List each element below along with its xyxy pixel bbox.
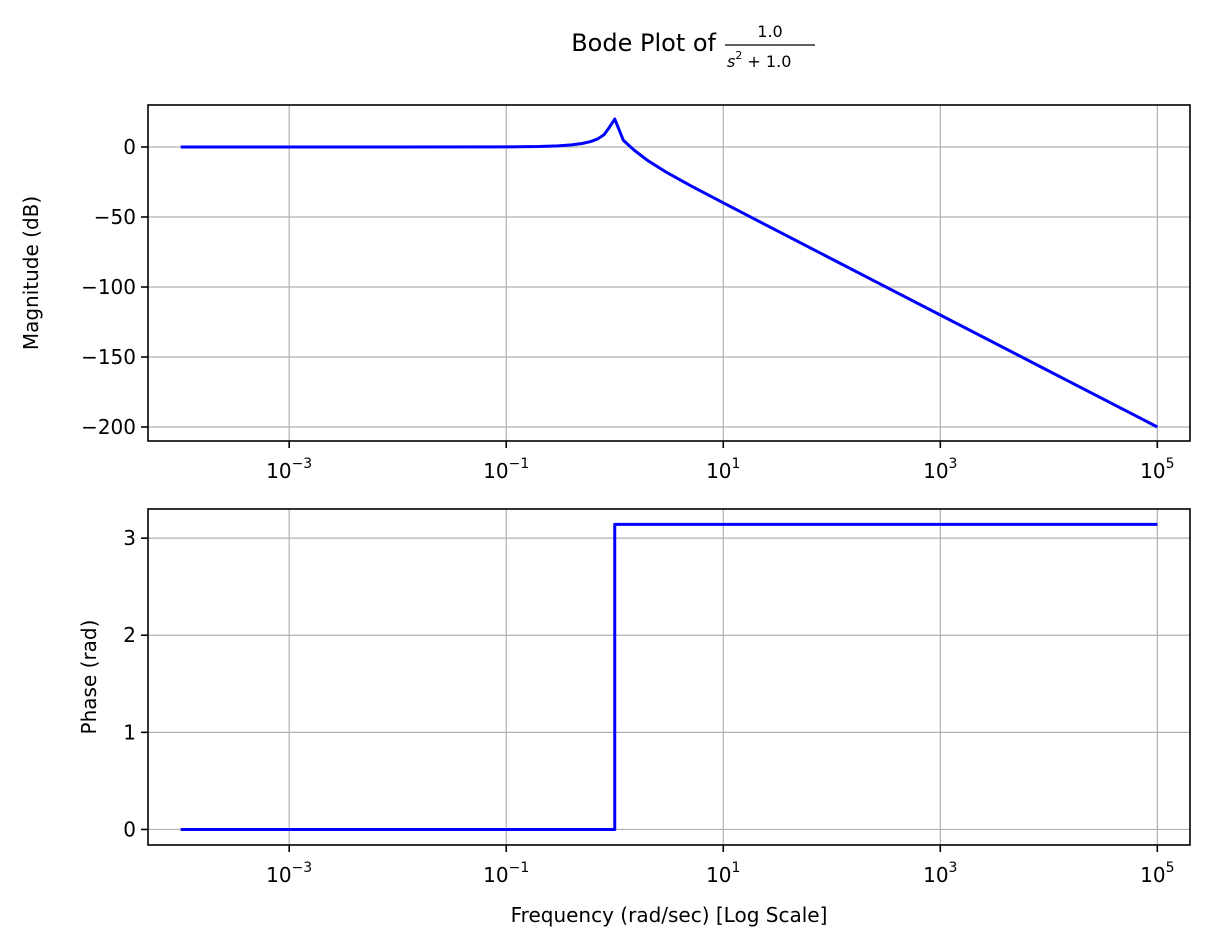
x-tick-label: 10−3 xyxy=(266,860,312,887)
y-tick-label: 0 xyxy=(123,817,136,841)
title-denominator-power: 2 xyxy=(735,49,742,62)
x-tick-label: 103 xyxy=(923,456,957,483)
title-numerator: 1.0 xyxy=(757,22,782,41)
title-denominator-rest: + 1.0 xyxy=(742,52,791,71)
x-axis-label: Frequency (rad/sec) [Log Scale] xyxy=(511,903,828,927)
plot-area xyxy=(148,105,1190,441)
x-tick-label: 101 xyxy=(706,456,740,483)
plot-frame xyxy=(147,508,1191,846)
x-tick-label: 105 xyxy=(1140,860,1174,887)
title-denominator: s2 + 1.0 xyxy=(727,49,791,71)
title-denominator-var: s xyxy=(727,52,735,71)
y-tick-label: −150 xyxy=(81,345,136,369)
y-tick-label: 3 xyxy=(123,526,136,550)
plot-frame xyxy=(147,104,1191,442)
y-tick-label: −200 xyxy=(81,415,136,439)
magnitude-series-line xyxy=(180,117,1159,429)
x-tick-label: 10−1 xyxy=(483,456,529,483)
plot-area xyxy=(148,509,1190,845)
x-tick-label: 103 xyxy=(923,860,957,887)
x-tick-label: 10−1 xyxy=(483,860,529,887)
phase-series-line xyxy=(180,522,1158,831)
y-tick-label: 1 xyxy=(123,720,136,744)
figure-title: Bode Plot of 1.0 s2 + 1.0 xyxy=(571,22,815,71)
y-axis-label: Phase (rad) xyxy=(77,620,101,735)
x-tick-label: 101 xyxy=(706,860,740,887)
y-tick-label: −50 xyxy=(94,205,136,229)
x-tick-label: 105 xyxy=(1140,456,1174,483)
y-tick-label: −100 xyxy=(81,275,136,299)
y-tick-label: 2 xyxy=(123,623,136,647)
x-tick-label: 10−3 xyxy=(266,456,312,483)
y-tick-label: 0 xyxy=(123,135,136,159)
y-axis-label: Magnitude (dB) xyxy=(19,196,43,350)
phase-panel: 10−3 10−1 101 103 105 0 1 2 3 Phase (rad) Frequenc… xyxy=(77,508,1191,927)
magnitude-panel: 10−3 10−1 101 103 105 0 −50 −100 −150 −200 Magnitu… xyxy=(19,104,1191,483)
title-prefix: Bode Plot of xyxy=(571,29,716,57)
